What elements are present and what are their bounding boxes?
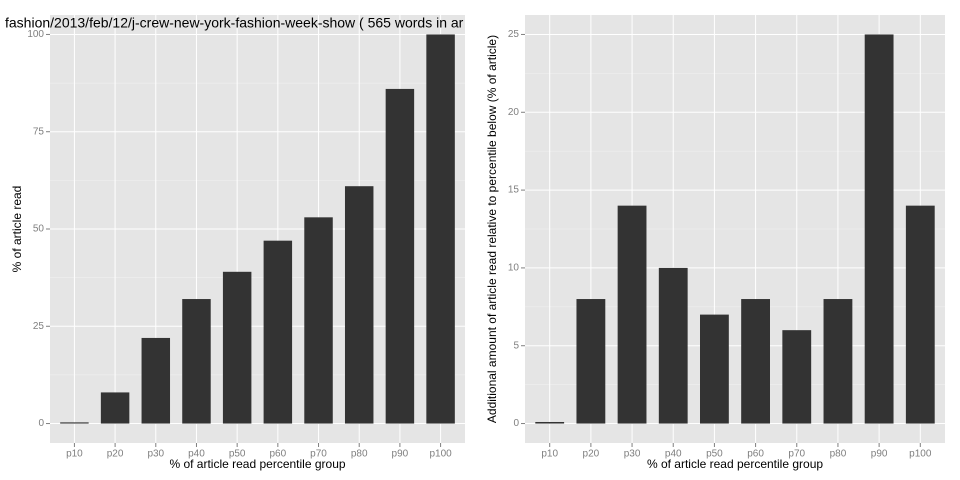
x-axis-label: % of article read percentile group bbox=[647, 457, 823, 471]
x-tick-label: p10 bbox=[541, 449, 558, 460]
y-tick-label: 20 bbox=[508, 107, 520, 118]
bar bbox=[222, 271, 252, 424]
y-tick-label: 100 bbox=[27, 29, 44, 40]
y-tick-label: 0 bbox=[38, 418, 44, 429]
y-tick-label: 25 bbox=[33, 321, 45, 332]
bar bbox=[782, 330, 812, 424]
bar bbox=[741, 299, 770, 424]
chart-title: fashion/2013/feb/12/j-crew-new-york-fash… bbox=[5, 15, 464, 31]
x-tick-label: p20 bbox=[107, 449, 124, 460]
x-tick-label: p10 bbox=[66, 449, 83, 460]
x-tick-label: p70 bbox=[788, 449, 805, 460]
y-tick-label: 50 bbox=[33, 224, 45, 235]
bar bbox=[60, 422, 89, 424]
x-tick-label: p50 bbox=[229, 449, 246, 460]
y-tick-label: 0 bbox=[513, 418, 519, 429]
bar bbox=[344, 186, 374, 424]
y-tick-label: 25 bbox=[508, 29, 520, 40]
bar bbox=[263, 240, 293, 424]
bar bbox=[864, 34, 894, 424]
x-tick-label: p70 bbox=[310, 449, 327, 460]
bar bbox=[385, 88, 415, 424]
x-tick-label: p90 bbox=[392, 449, 409, 460]
x-tick-label: p30 bbox=[624, 449, 641, 460]
bar bbox=[576, 299, 606, 424]
x-tick-label: p30 bbox=[147, 449, 164, 460]
y-tick-label: 5 bbox=[513, 340, 519, 351]
x-tick-label: p100 bbox=[909, 449, 932, 460]
bar bbox=[141, 337, 171, 424]
bar bbox=[658, 267, 688, 424]
bar bbox=[426, 34, 455, 424]
y-tick-label: 10 bbox=[508, 263, 520, 274]
x-tick-label: p80 bbox=[830, 449, 847, 460]
x-tick-label: p90 bbox=[871, 449, 888, 460]
x-tick-label: p100 bbox=[429, 449, 452, 460]
y-axis-label: Additional amount of article read relati… bbox=[485, 35, 499, 423]
y-tick-label: 15 bbox=[508, 185, 520, 196]
bar bbox=[100, 392, 130, 424]
bar bbox=[182, 299, 211, 424]
bar bbox=[617, 205, 647, 424]
y-axis-label: % of article read bbox=[10, 186, 24, 273]
x-tick-label: p80 bbox=[351, 449, 368, 460]
y-tick-label: 75 bbox=[33, 126, 45, 137]
bar bbox=[905, 205, 935, 424]
x-tick-label: p20 bbox=[583, 449, 600, 460]
x-tick-label: p60 bbox=[747, 449, 764, 460]
x-tick-label: p40 bbox=[665, 449, 682, 460]
x-tick-label: p50 bbox=[706, 449, 723, 460]
x-axis-label: % of article read percentile group bbox=[169, 457, 345, 471]
bar bbox=[535, 421, 565, 424]
bar bbox=[304, 217, 333, 424]
bar bbox=[823, 299, 853, 424]
bar bbox=[700, 314, 729, 424]
x-tick-label: p40 bbox=[188, 449, 205, 460]
x-tick-label: p60 bbox=[269, 449, 286, 460]
